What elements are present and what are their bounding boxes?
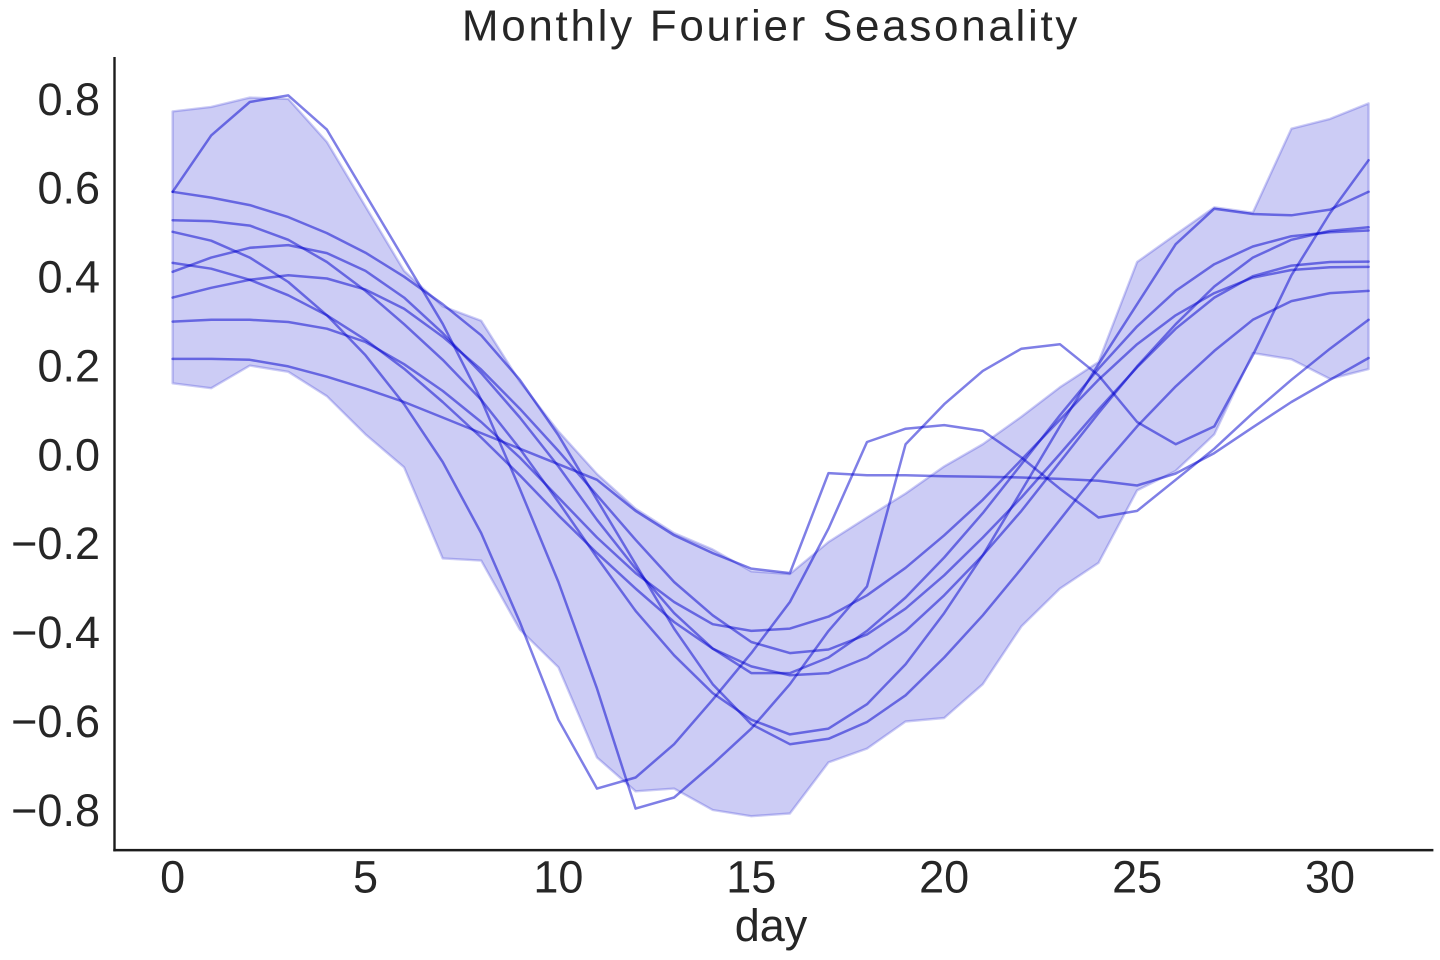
svg-text:0.6: 0.6 — [37, 163, 100, 214]
svg-text:10: 10 — [533, 852, 583, 903]
svg-text:20: 20 — [919, 852, 969, 903]
svg-text:0.4: 0.4 — [37, 252, 100, 303]
svg-text:5: 5 — [353, 852, 378, 903]
svg-text:−0.4: −0.4 — [11, 607, 100, 658]
svg-text:day: day — [735, 900, 808, 951]
svg-text:0.2: 0.2 — [37, 341, 100, 392]
svg-text:−0.2: −0.2 — [11, 518, 100, 569]
svg-text:−0.8: −0.8 — [11, 785, 100, 836]
svg-text:30: 30 — [1305, 852, 1355, 903]
svg-text:15: 15 — [726, 852, 776, 903]
svg-text:25: 25 — [1112, 852, 1162, 903]
svg-text:−0.6: −0.6 — [11, 696, 100, 747]
svg-text:Monthly Fourier Seasonality: Monthly Fourier Seasonality — [462, 2, 1080, 51]
svg-text:0.8: 0.8 — [37, 74, 100, 125]
svg-text:0: 0 — [160, 852, 185, 903]
svg-text:0.0: 0.0 — [37, 429, 100, 480]
